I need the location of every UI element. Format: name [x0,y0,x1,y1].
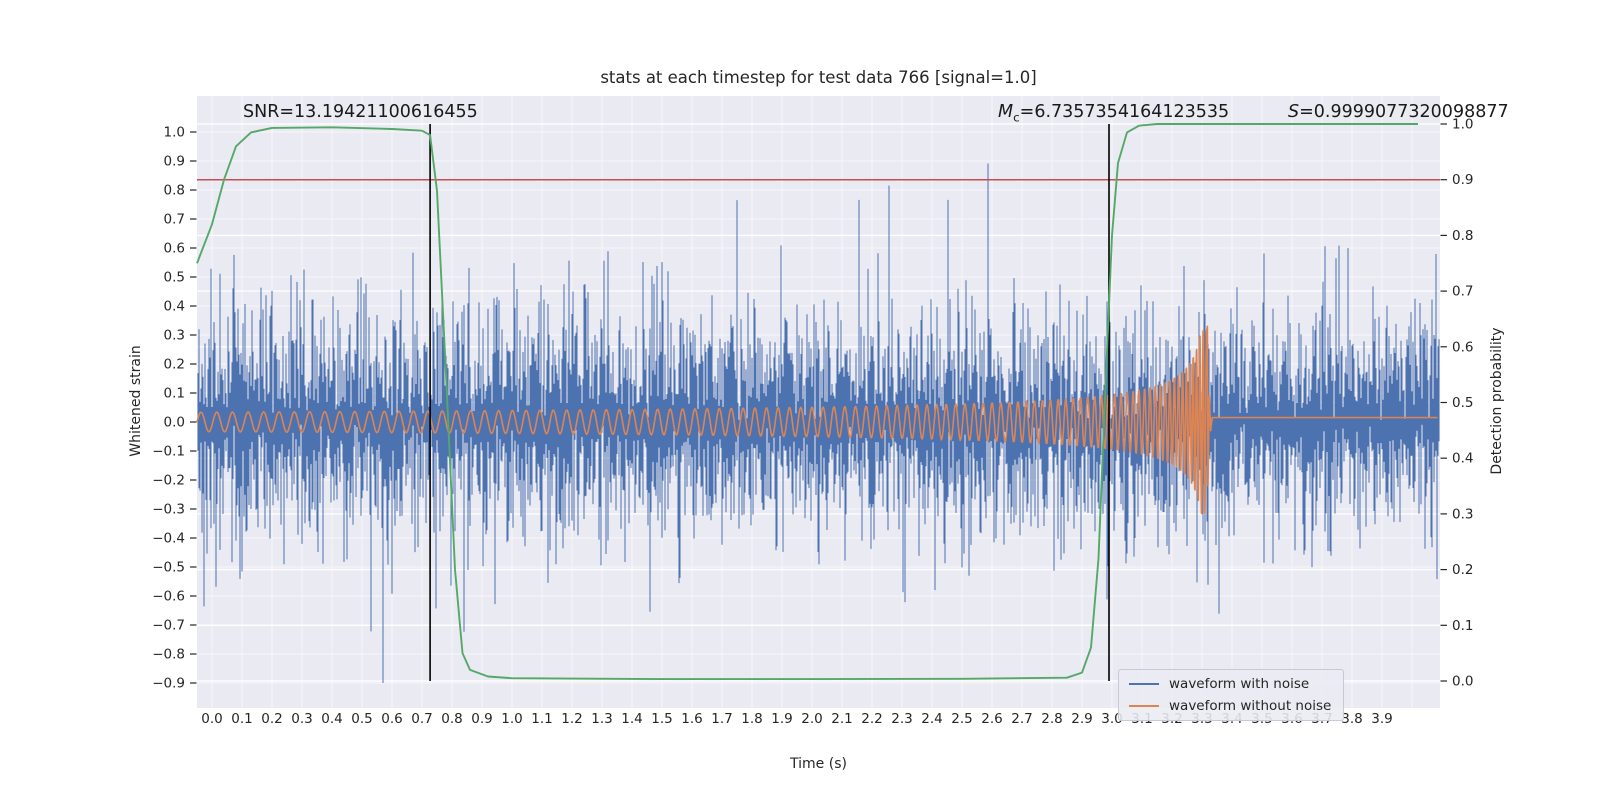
chart-title: stats at each timestep for test data 766… [600,68,1037,87]
x-tick-label: 1.7 [711,711,732,727]
right-tick-label: 0.1 [1452,618,1473,634]
left-tick-label: −0.9 [152,676,185,692]
right-tick-label: 1.0 [1452,117,1473,133]
left-tick-label: −0.3 [152,502,185,518]
left-tick-label: −0.2 [152,473,185,489]
x-tick-label: 1.4 [621,711,642,727]
right-axis-label: Detection probability [1489,327,1505,475]
x-tick-label: 3.8 [1341,711,1362,727]
left-tick-label: −0.6 [152,589,185,605]
left-tick-label: 0.5 [164,270,185,286]
detection-probability-series [196,123,1418,681]
chirp-mass-annotation: Mc=6.7357354164123535 [998,102,1229,125]
x-tick-label: 2.1 [831,711,852,727]
left-tick-label: 0.4 [164,299,185,315]
left-axis-label: Whitened strain [128,345,144,457]
left-tick-label: −0.4 [152,531,185,547]
legend-label: waveform without noise [1169,698,1332,714]
gridlines [197,96,1440,708]
x-tick-label: 0.4 [321,711,342,727]
right-tick-label: 0.8 [1452,228,1473,244]
left-tick-label: 1.0 [164,125,185,141]
right-tick-label: 0.0 [1452,674,1473,690]
right-tick-label: 0.9 [1452,172,1473,188]
right-tick-label: 0.5 [1452,395,1473,411]
right-tick-label: 0.3 [1452,506,1473,522]
x-tick-label: 0.1 [231,711,252,727]
left-tick-label: 0.1 [164,386,185,402]
x-tick-label: 0.0 [201,711,222,727]
left-tick-label: 0.6 [164,241,185,257]
significance-symbol: S [1288,102,1300,122]
chirp-mass-value: =6.7357354164123535 [1019,102,1230,122]
x-tick-label: 2.8 [1041,711,1062,727]
x-tick-label: 0.6 [381,711,402,727]
snr-annotation: SNR=13.19421100616455 [243,102,478,122]
x-tick-label: 0.8 [441,711,462,727]
left-tick-label: 0.9 [164,154,185,170]
left-tick-label: 0.8 [164,183,185,199]
left-tick-label: 0.3 [164,328,185,344]
chirp-mass-symbol: M [998,102,1014,122]
x-tick-label: 1.2 [561,711,582,727]
x-tick-label: 1.3 [591,711,612,727]
x-tick-label: 1.6 [681,711,702,727]
x-tick-label: 0.9 [471,711,492,727]
right-tick-label: 0.2 [1452,562,1473,578]
significance-annotation: S=0.9999077320098877 [1288,102,1509,122]
x-tick-label: 2.7 [1011,711,1032,727]
x-tick-label: 1.5 [651,711,672,727]
left-tick-label: 0.7 [164,212,185,228]
x-tick-label: 2.2 [861,711,882,727]
x-axis-label: Time (s) [790,756,847,772]
significance-value: =0.9999077320098877 [1299,102,1509,122]
x-tick-label: 2.3 [891,711,912,727]
legend-line-swatch [1129,705,1159,707]
left-tick-label: −0.8 [152,647,185,663]
right-tick-label: 0.6 [1452,339,1473,355]
left-tick-label: −0.5 [152,560,185,576]
x-tick-label: 2.9 [1071,711,1092,727]
tick-labels: 0.0 0.1 0.2 0.3 0.4 0.5 0.6 0.7 0.8 0.9 1.0 1.1 1.2 1… [152,117,1473,728]
x-tick-label: 2.4 [921,711,942,727]
x-tick-label: 1.9 [771,711,792,727]
right-tick-label: 0.7 [1452,284,1473,300]
waveform-without-noise-series [196,325,1438,515]
left-tick-label: 0.0 [164,415,185,431]
x-tick-label: 0.2 [261,711,282,727]
x-tick-label: 1.1 [531,711,552,727]
left-tick-label: −0.1 [152,444,185,460]
x-tick-label: 2.5 [951,711,972,727]
left-tick-label: 0.2 [164,357,185,373]
x-tick-label: 0.7 [411,711,432,727]
x-tick-label: 3.0 [1101,711,1122,727]
legend-line-swatch [1129,683,1159,685]
x-tick-label: 1.8 [741,711,762,727]
legend-item: waveform with noise [1129,676,1331,692]
legend-label: waveform with noise [1169,676,1310,692]
x-tick-label: 2.0 [801,711,822,727]
x-tick-label: 3.9 [1371,711,1392,727]
x-tick-label: 0.5 [351,711,372,727]
x-tick-label: 2.6 [981,711,1002,727]
right-tick-label: 0.4 [1452,451,1473,467]
legend-item: waveform without noise [1129,698,1331,714]
x-tick-label: 1.0 [501,711,522,727]
chirp-mass-subscript: c [1013,110,1020,125]
left-tick-label: −0.7 [152,618,185,634]
legend: waveform with noise waveform without nois… [1118,669,1345,721]
x-tick-label: 0.3 [291,711,312,727]
